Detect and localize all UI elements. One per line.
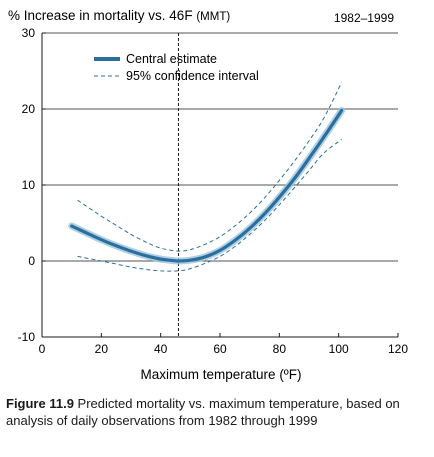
y-tick-label: -10	[18, 330, 36, 344]
period-label: 1982–1999	[334, 11, 394, 25]
x-tick-label: 40	[154, 342, 168, 356]
legend-label-central: Central estimate	[126, 52, 217, 66]
series-ci-lower	[77, 139, 342, 272]
x-tick-label: 60	[213, 342, 227, 356]
y-tick-label: 30	[22, 26, 36, 40]
x-tick-label: 80	[273, 342, 287, 356]
y-tick-label: 20	[22, 102, 36, 116]
series-ci-upper	[77, 82, 343, 252]
caption-label: Figure 11.9	[6, 396, 74, 411]
axes	[41, 32, 399, 338]
legend-label-ci: 95% confidence interval	[126, 69, 259, 83]
x-tick-label: 20	[95, 342, 109, 356]
figure-caption: Figure 11.9 Predicted mortality vs. maxi…	[6, 396, 426, 429]
x-axis-title: Maximum temperature (ºF)	[141, 367, 302, 382]
legend: Central estimate 95% confidence interval	[94, 52, 259, 83]
central-estimate-halo	[68, 107, 346, 265]
y-axis-title: % Increase in mortality vs. 46F (MMT)	[8, 8, 230, 23]
y-tick-label: 10	[22, 178, 36, 192]
x-tick-label: 120	[388, 342, 408, 356]
y-tick-label: 0	[28, 254, 35, 268]
x-tick-label: 100	[329, 342, 349, 356]
caption-text: Predicted mortality vs. maximum temperat…	[6, 396, 400, 428]
series-central-estimate	[70, 108, 344, 263]
grid-lines	[42, 32, 398, 262]
x-tick-label: 0	[39, 342, 46, 356]
series-layer	[68, 82, 346, 272]
